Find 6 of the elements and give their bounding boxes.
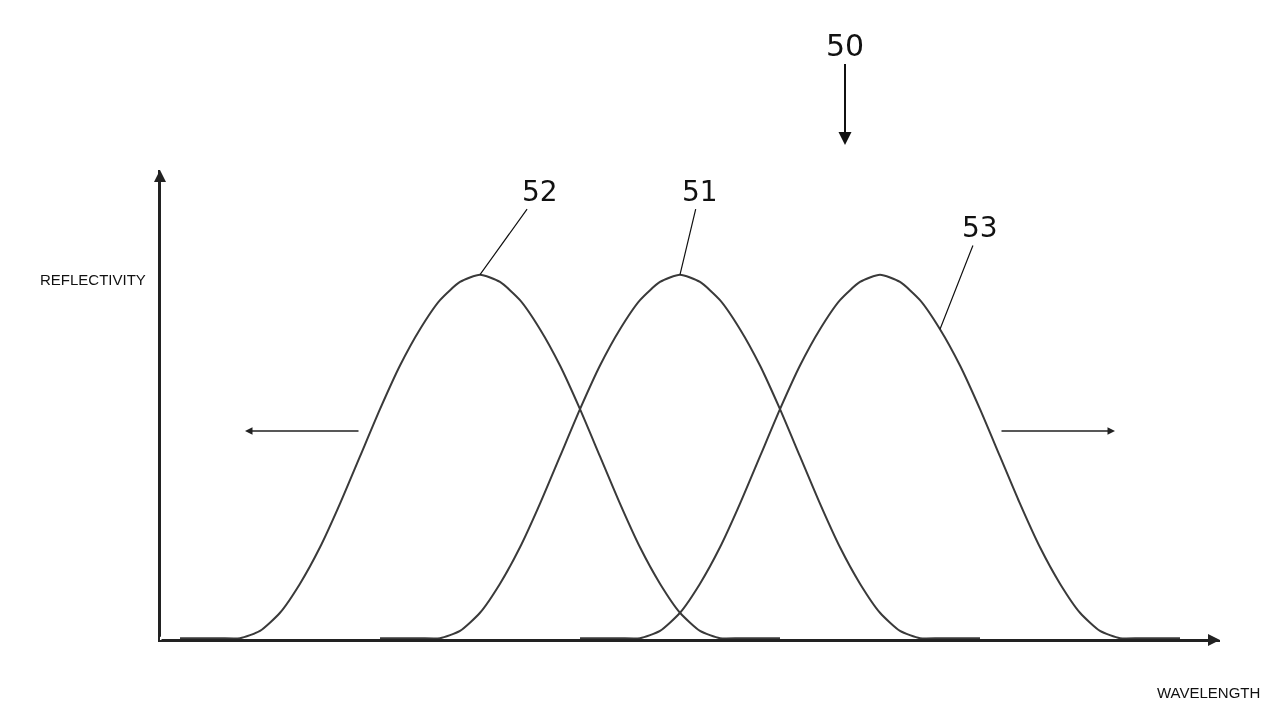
- text: 51: [682, 175, 718, 208]
- text: 52: [522, 175, 558, 208]
- text: 50: [826, 28, 865, 63]
- text: 53: [962, 211, 998, 244]
- x-axis-title: WAVELENGTH: [1157, 684, 1261, 701]
- y-axis-title: REFLECTIVITY: [40, 271, 146, 288]
